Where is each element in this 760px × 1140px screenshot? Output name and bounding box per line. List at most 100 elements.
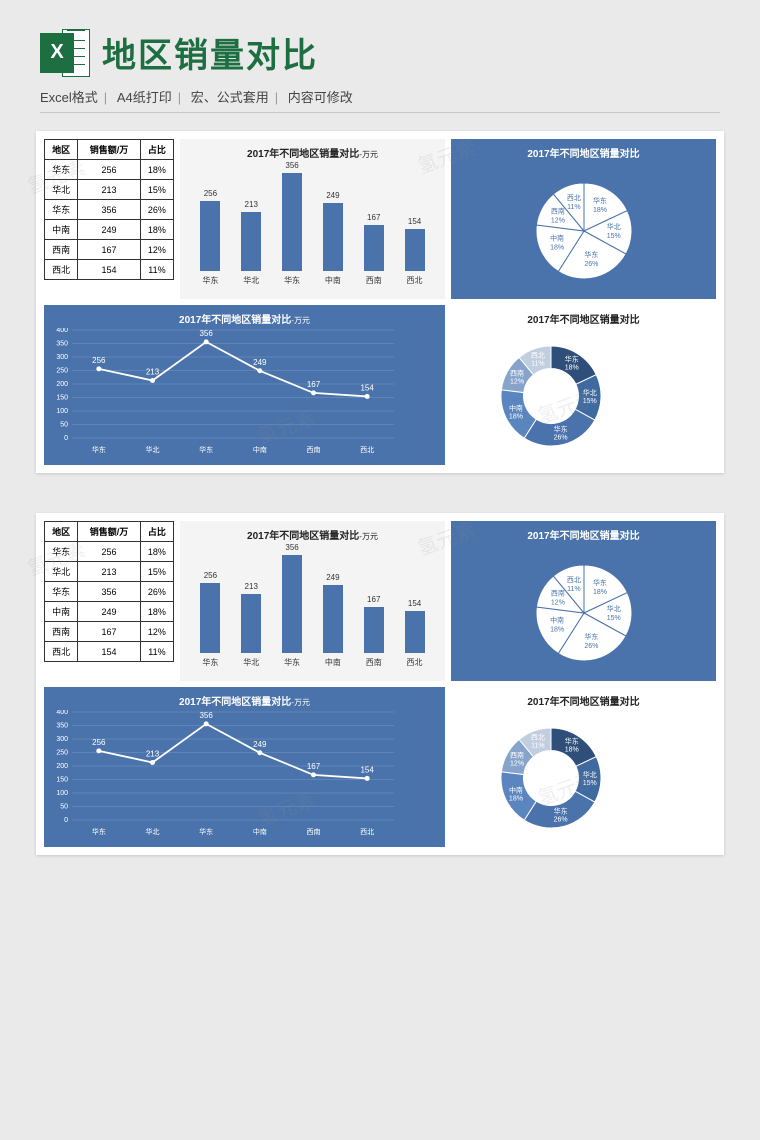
line-value: 167 [307, 380, 321, 389]
pie-slice-pct: 11% [567, 204, 581, 211]
subheader: Excel格式| A4纸打印| 宏、公式套用| 内容可修改 [0, 87, 760, 112]
pie-slice-label: 西北 [566, 576, 580, 584]
line-point [257, 750, 262, 755]
pie-slice-label: 西南 [550, 589, 564, 598]
table-header: 占比 [140, 140, 173, 160]
table-row: 西北15411% [45, 260, 174, 280]
pie-slice-pct: 11% [567, 586, 581, 593]
donut-slice-label: 西北 [531, 734, 545, 742]
pie-slice-pct: 12% [550, 600, 564, 607]
line-point [204, 339, 209, 344]
bar-label: 中南 [325, 275, 341, 286]
bar: 356 [282, 555, 302, 653]
table-row: 中南24918% [45, 602, 174, 622]
sub-editable: 内容可修改 [288, 90, 353, 105]
x-label: 华北 [146, 827, 160, 836]
line-chart: 2017年不同地区销量对比-万元050100150200250300350400… [44, 305, 445, 465]
line-chart-title: 2017年不同地区销量对比-万元 [44, 687, 445, 710]
line-value: 356 [199, 329, 213, 338]
bar: 154 [405, 611, 425, 653]
pie-slice-pct: 18% [550, 245, 564, 252]
pie-slice-label: 华北 [606, 604, 620, 613]
line-point [365, 776, 370, 781]
donut-slice-label: 华东 [565, 354, 579, 363]
line-path [99, 724, 367, 779]
table-header: 销售额/万 [78, 140, 141, 160]
donut-chart-title: 2017年不同地区销量对比 [451, 687, 716, 710]
pie-slice-pct: 18% [592, 589, 606, 596]
pie-slice-label: 西北 [566, 194, 580, 202]
y-tick: 400 [56, 710, 68, 716]
table-row: 西南16712% [45, 622, 174, 642]
bar-label: 西南 [366, 275, 382, 286]
bar-label: 华东 [284, 275, 300, 286]
line-svg: 0501001502002503003504002562133562491671… [44, 328, 404, 456]
bar-wrap: 154 西北 [401, 229, 429, 286]
bar-value: 154 [407, 217, 422, 226]
bar-value: 256 [203, 571, 218, 580]
y-tick: 400 [56, 328, 68, 334]
pie-slice-label: 华东 [592, 196, 606, 205]
bar-label: 西南 [366, 657, 382, 668]
bar-wrap: 249中南 [319, 203, 347, 286]
sub-print: A4纸打印 [117, 90, 172, 105]
bar-chart: 2017年不同地区销量对比-万元256华东213华北356华东249中南167西… [180, 521, 445, 681]
bar: 356 [282, 173, 302, 271]
bar-wrap: 154 西北 [401, 611, 429, 668]
pie-slice-label: 华北 [606, 222, 620, 231]
bar-label: 西北 [407, 657, 423, 668]
dashboard-1: 地区销售额/万占比华东25618%华北21315%华东35626%中南24918… [36, 131, 724, 473]
y-tick: 100 [56, 790, 68, 797]
donut-slice-pct: 11% [531, 743, 545, 750]
line-value: 249 [253, 358, 267, 367]
x-label: 华北 [146, 445, 160, 454]
bar: 154 [405, 229, 425, 271]
donut-slice-label: 西北 [531, 352, 545, 360]
bar-value: 213 [244, 582, 259, 591]
y-tick: 100 [56, 408, 68, 415]
donut-slice-pct: 18% [509, 413, 523, 420]
data-table: 地区销售额/万占比华东25618%华北21315%华东35626%中南24918… [44, 139, 174, 299]
y-tick: 50 [60, 804, 68, 811]
table-row: 西南16712% [45, 240, 174, 260]
donut-slice-label: 中南 [509, 785, 523, 794]
donut-slice-pct: 15% [583, 780, 597, 787]
dashboard-2: 地区销售额/万占比华东25618%华北21315%华东35626%中南24918… [36, 513, 724, 855]
bar: 213 [241, 594, 261, 653]
pie-slice-label: 华东 [592, 578, 606, 587]
line-point [365, 394, 370, 399]
pie-chart: 2017年不同地区销量对比华东18%华北15%华东26%中南18%西南12%西北… [451, 139, 716, 299]
y-tick: 0 [64, 817, 68, 824]
line-value: 213 [146, 749, 160, 758]
bar-label: 西北 [407, 275, 423, 286]
x-label: 华东 [92, 445, 106, 454]
donut-slice-label: 华东 [554, 425, 568, 434]
donut-slice-pct: 18% [509, 795, 523, 802]
bar: 167 [364, 225, 384, 271]
bar: 167 [364, 607, 384, 653]
excel-icon-letter: X [40, 33, 74, 73]
pie-slice-label: 中南 [550, 234, 564, 243]
table-row: 中南24918% [45, 220, 174, 240]
bar-value: 356 [284, 161, 299, 170]
donut-slice-pct: 11% [531, 361, 545, 368]
pie-slice-label: 华东 [584, 632, 598, 641]
pie-slice-pct: 15% [606, 233, 620, 240]
pie-svg: 华东18%华北15%华东26%中南18%西南12%西北11% [489, 166, 679, 294]
y-tick: 150 [56, 777, 68, 784]
donut-slice-pct: 12% [510, 378, 524, 385]
pie-slice-pct: 26% [584, 643, 598, 650]
sub-macro: 宏、公式套用 [191, 90, 269, 105]
y-tick: 150 [56, 395, 68, 402]
y-tick: 350 [56, 341, 68, 348]
bar-wrap: 256华东 [196, 201, 224, 286]
y-tick: 250 [56, 368, 68, 375]
bar-wrap: 213华北 [237, 594, 265, 668]
bar-chart: 2017年不同地区销量对比-万元256华东213华北356华东249中南167西… [180, 139, 445, 299]
bar: 249 [323, 585, 343, 653]
bar: 213 [241, 212, 261, 271]
line-point [96, 366, 101, 371]
bar-value: 249 [325, 573, 340, 582]
y-tick: 350 [56, 723, 68, 730]
table-header: 地区 [45, 140, 78, 160]
